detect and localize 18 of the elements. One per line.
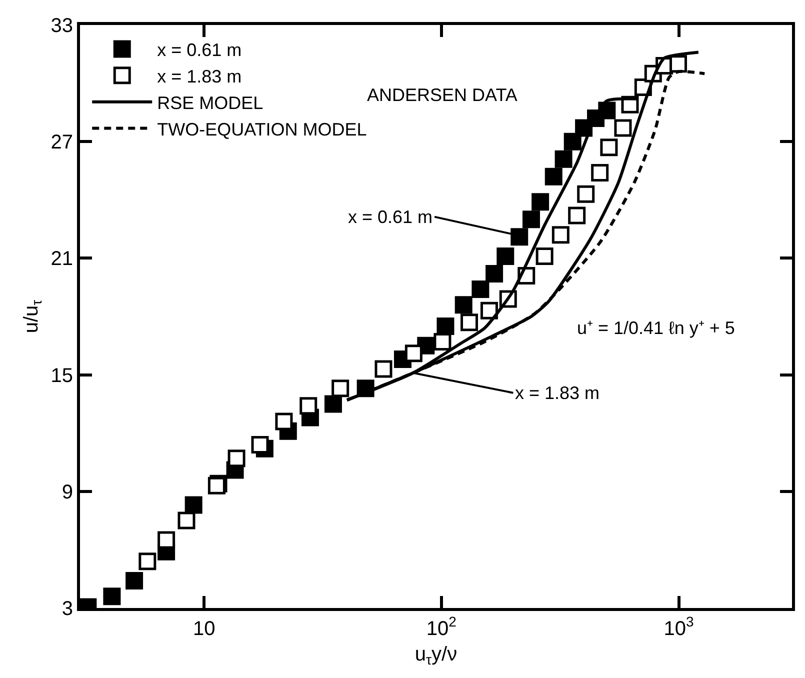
y-tick-label: 27 bbox=[50, 132, 73, 154]
y-tick-label: 15 bbox=[50, 364, 73, 387]
y-tick-label: 9 bbox=[62, 481, 73, 504]
x-axis-title: u$_{τ}$y/ν bbox=[414, 644, 458, 668]
x-tick-label: 10$^{2}$ bbox=[426, 614, 457, 640]
y-tick-label: 3 bbox=[62, 598, 73, 620]
x-tick-label: 10 bbox=[192, 618, 216, 640]
legend-label: x = 1.83 m bbox=[157, 66, 242, 86]
annotation: u⁺ = 1/0.41 ℓn y⁺ + 5 bbox=[577, 318, 735, 338]
legend-label: RSE MODEL bbox=[157, 92, 264, 113]
annotation: ANDERSEN DATA bbox=[367, 85, 518, 105]
annotation: x = 1.83 m bbox=[515, 383, 600, 403]
annotation: x = 0.61 m bbox=[348, 207, 433, 227]
legend-label: x = 0.61 m bbox=[157, 40, 242, 60]
x-tick-label: 10$^{3}$ bbox=[664, 614, 694, 640]
y-tick-label: 33 bbox=[50, 15, 73, 37]
y-tick-label: 21 bbox=[50, 248, 73, 270]
legend-label: TWO-EQUATION MODEL bbox=[157, 119, 367, 140]
